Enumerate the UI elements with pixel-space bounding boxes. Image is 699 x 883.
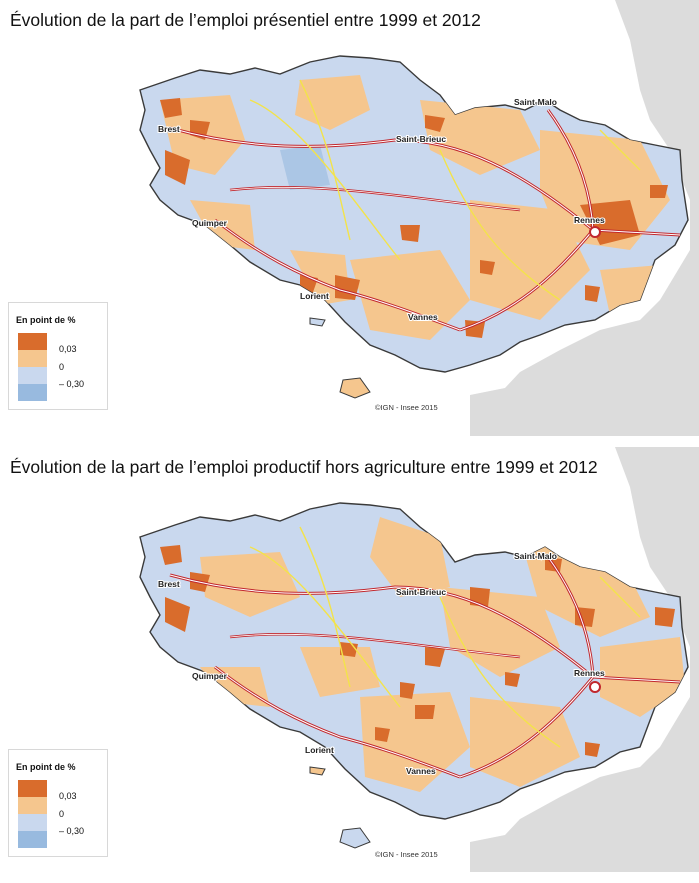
legend-swatch-increase xyxy=(18,797,47,814)
map-panel-productif: Saint-Malo Brest Saint-Brieuc Quimper Re… xyxy=(0,447,699,883)
legend-swatch-decrease xyxy=(18,367,47,384)
city-label-saint-malo: Saint-Malo xyxy=(514,97,557,107)
city-labels: Saint-Malo Brest Saint-Brieuc Quimper Re… xyxy=(157,550,606,777)
source-credit: ©IGN - Insee 2015 xyxy=(375,850,438,859)
legend-title: En point de % xyxy=(16,315,76,325)
road-network xyxy=(169,79,681,332)
map-title: Évolution de la part de l’emploi présent… xyxy=(10,10,481,30)
legend-swatch-decrease xyxy=(18,814,47,831)
rennes-ring-road xyxy=(589,681,601,693)
outside-region-land xyxy=(470,447,699,872)
map-legend: En point de % 0,03 0 – 0,30 xyxy=(8,749,108,857)
legend-swatch-increase xyxy=(18,350,47,367)
legend-swatch-strong-increase xyxy=(18,780,47,797)
rennes-ring-road xyxy=(589,226,601,238)
legend-swatch-strong-increase xyxy=(18,333,47,350)
city-label-saint-brieuc: Saint-Brieuc xyxy=(396,587,446,597)
legend-break-low: – 0,30 xyxy=(59,379,85,389)
map-title: Évolution de la part de l’emploi product… xyxy=(10,457,598,477)
legend-break-high: 0,03 xyxy=(59,791,77,801)
choropleth-map: Saint-Malo Brest Saint-Brieuc Quimper Re… xyxy=(139,0,699,436)
legend-break-mid: 0 xyxy=(59,362,65,372)
map-panel-presentiel: Saint-Malo Brest Saint-Brieuc Quimper Re… xyxy=(0,0,699,436)
city-label-lorient: Lorient xyxy=(300,291,329,301)
city-label-vannes: Vannes xyxy=(408,312,438,322)
city-label-saint-brieuc: Saint-Brieuc xyxy=(396,134,446,144)
legend-swatch-strong-decrease xyxy=(18,384,47,401)
city-labels: Saint-Malo Brest Saint-Brieuc Quimper Re… xyxy=(157,96,606,323)
city-label-quimper: Quimper xyxy=(192,671,228,681)
road-network xyxy=(169,526,681,779)
source-credit: ©IGN - Insee 2015 xyxy=(375,403,438,412)
legend-title: En point de % xyxy=(16,762,76,772)
city-label-vannes: Vannes xyxy=(406,766,436,776)
city-label-brest: Brest xyxy=(158,579,180,589)
legend-swatch-strong-decrease xyxy=(18,831,47,848)
legend-break-mid: 0 xyxy=(59,809,65,819)
city-label-brest: Brest xyxy=(158,124,180,134)
legend-break-low: – 0,30 xyxy=(59,826,85,836)
city-label-quimper: Quimper xyxy=(192,218,228,228)
legend-break-high: 0,03 xyxy=(59,344,77,354)
map-legend: En point de % 0,03 0 – 0,30 xyxy=(8,302,108,410)
city-label-rennes: Rennes xyxy=(574,215,605,225)
city-label-lorient: Lorient xyxy=(305,745,334,755)
choropleth-map: Saint-Malo Brest Saint-Brieuc Quimper Re… xyxy=(139,447,699,872)
outside-region-land xyxy=(470,0,699,436)
city-label-rennes: Rennes xyxy=(574,668,605,678)
city-label-saint-malo: Saint-Malo xyxy=(514,551,557,561)
